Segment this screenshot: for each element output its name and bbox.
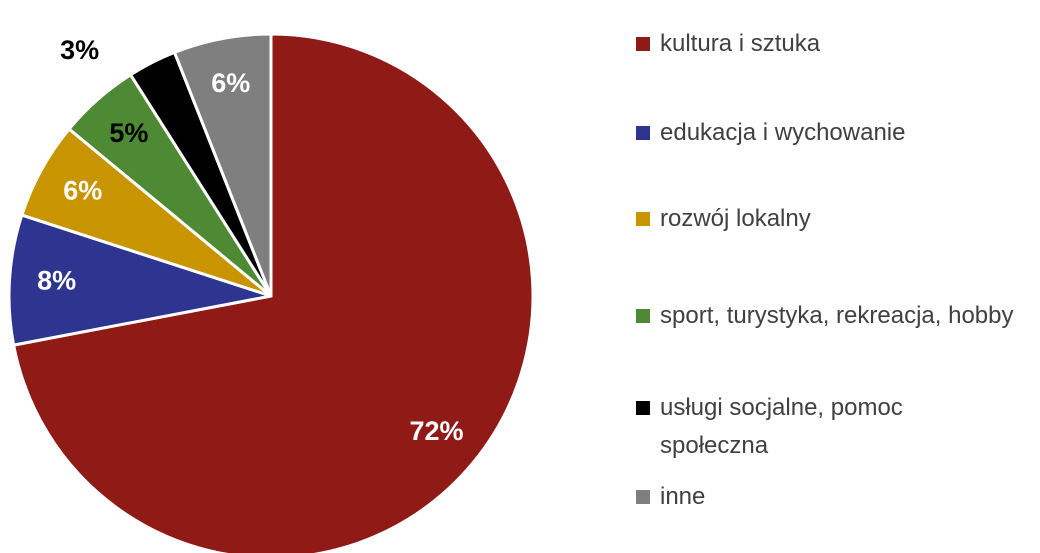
legend-item: sport, turystyka, rekreacja, hobby: [636, 297, 1040, 335]
legend-swatch: [636, 490, 650, 504]
data-label: 72%: [410, 416, 464, 446]
legend-swatch: [636, 37, 650, 51]
pie-slice: [172, 32, 273, 297]
legend-label: kultura i sztuka: [660, 30, 821, 57]
legend-swatch: [636, 212, 650, 226]
legend-label: inne: [660, 483, 706, 510]
legend-swatch: [636, 401, 650, 415]
legend-label: edukacja i wychowanie: [660, 119, 906, 146]
data-label: 6%: [63, 176, 102, 206]
pie-chart: 72%8%6%5%3%6%: [7, 32, 535, 553]
legend-swatch: [636, 309, 650, 323]
data-label: 5%: [109, 118, 148, 148]
legend-item: inne: [636, 478, 990, 516]
legend-item: kultura i sztuka: [636, 25, 990, 63]
data-label: 6%: [211, 68, 250, 98]
legend-label: usługi socjalne, pomoc społeczna: [660, 394, 903, 459]
pie-slice: [7, 213, 272, 347]
legend-swatch: [636, 126, 650, 140]
data-label: 8%: [37, 266, 76, 296]
pie-slice: [11, 32, 535, 553]
data-label: 3%: [60, 35, 99, 65]
legend-label: sport, turystyka, rekreacja, hobby: [660, 302, 1014, 329]
legend-item: rozwój lokalny: [636, 200, 990, 238]
legend-label: rozwój lokalny: [660, 205, 811, 232]
legend-item: usługi socjalne, pomoc społeczna: [636, 389, 990, 465]
legend-item: edukacja i wychowanie: [636, 114, 990, 152]
